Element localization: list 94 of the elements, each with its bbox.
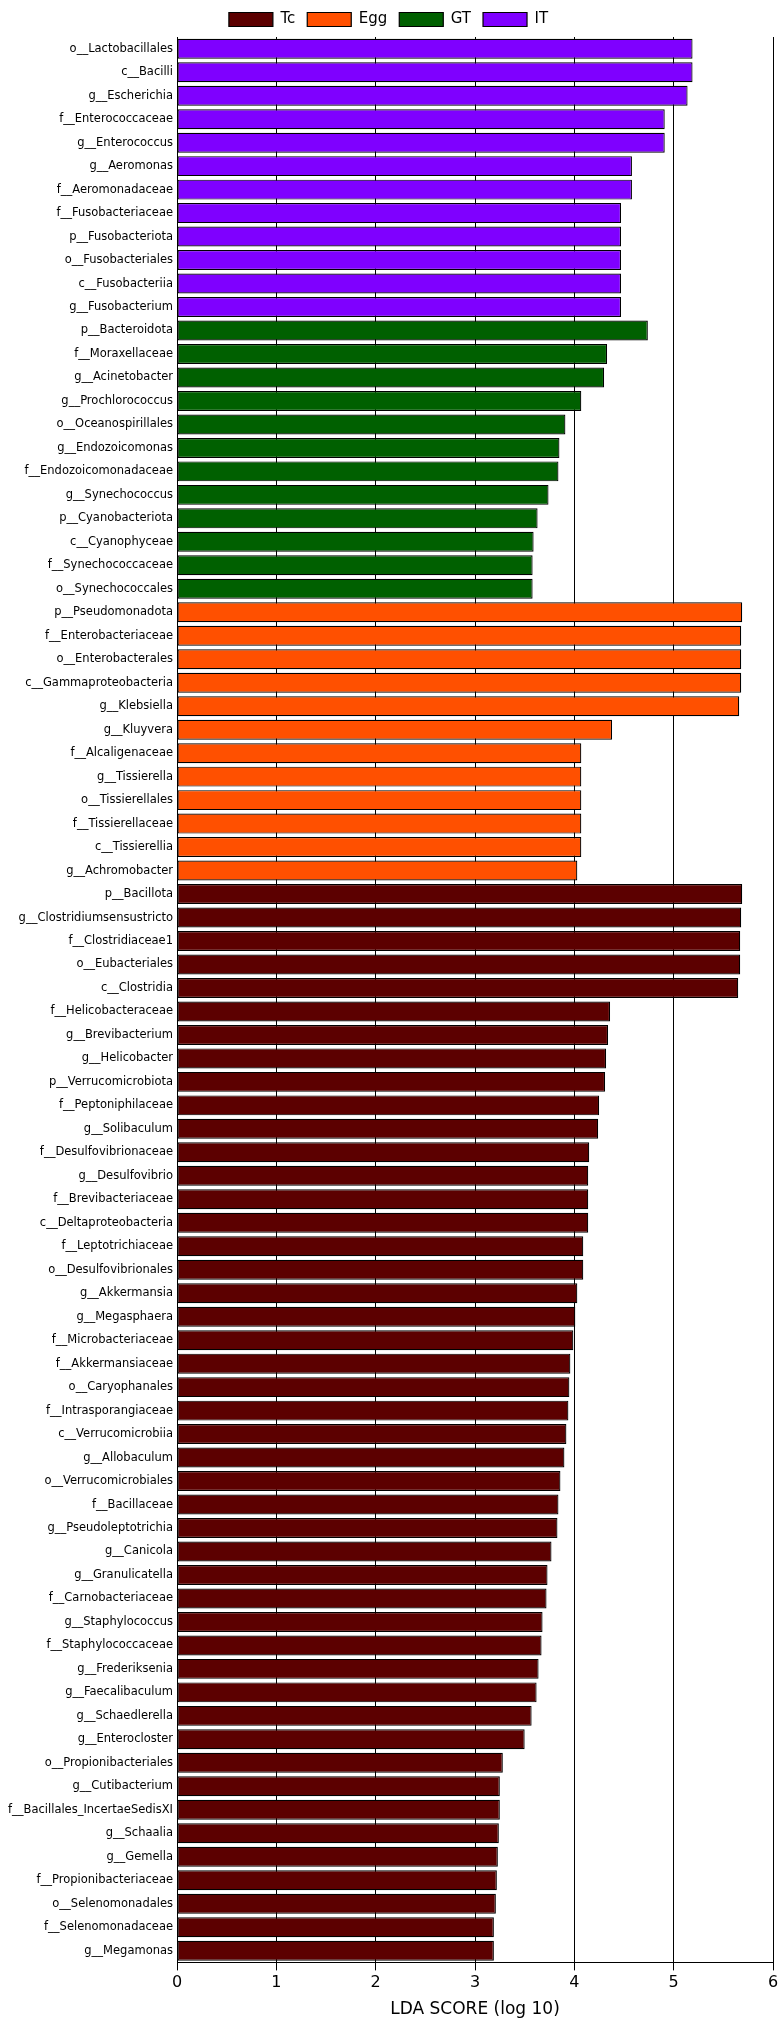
y-tick-label: g__Brevibacterium: [66, 1026, 174, 1041]
y-tick-label: g__Schaedlerella: [76, 1707, 174, 1722]
y-tick-label: g__Allobaculum: [83, 1449, 174, 1464]
y-tick-label: g__Helicobacter: [81, 1050, 174, 1065]
y-tick-label: o__Enterobacterales: [56, 651, 174, 666]
y-tick-label: f__Tissierellaceae: [72, 815, 174, 830]
y-tick-label: f__Microbacteriaceae: [51, 1332, 174, 1347]
y-tick-label: f__Akkermansiaceae: [55, 1355, 174, 1370]
y-tick-label: f__Enterococcaceae: [59, 111, 174, 126]
y-tick-label: f__Propionibacteriaceae: [36, 1872, 174, 1887]
y-tick-label: p__Bacillota: [104, 886, 174, 901]
y-tick-label: g__Staphylococcus: [64, 1613, 174, 1628]
y-tick-label: g__Acinetobacter: [74, 369, 174, 384]
y-tick-label: f__Aeromonadaceae: [56, 181, 174, 196]
y-tick-label: g__Aeromonas: [89, 158, 174, 173]
y-tick-label: p__Cyanobacteriota: [59, 510, 174, 525]
x-tick-label: 5: [668, 1972, 679, 1992]
y-tick-label: g__Enterocloster: [77, 1731, 174, 1746]
y-tick-label: g__Prochlorococcus: [61, 392, 174, 407]
x-tick-label: 1: [271, 1972, 282, 1992]
legend-label: Egg: [358, 9, 388, 28]
y-tick-label: f__Bacillaceae: [92, 1496, 174, 1511]
y-tick-label: g__Klebsiella: [99, 698, 174, 713]
y-tick-label: o__Caryophanales: [68, 1379, 174, 1394]
y-tick-label: o__Eubacteriales: [76, 956, 174, 971]
y-tick-label: g__Endozoicomonas: [57, 439, 174, 454]
y-tick-label: f__Clostridiaceae1: [68, 932, 174, 947]
legend-label: GT: [450, 9, 472, 28]
y-tick-label: f__Intrasporangiaceae: [46, 1402, 174, 1417]
y-tick-label: g__Fusobacterium: [69, 299, 174, 314]
y-tick-label: f__Selenomonadaceae: [44, 1919, 174, 1934]
y-tick-label: f__Leptotrichiaceae: [61, 1238, 174, 1253]
x-tick-label: 2: [370, 1972, 381, 1992]
y-tick-label: o__Desulfovibrionales: [48, 1261, 174, 1276]
y-tick-label: c__Deltaproteobacteria: [39, 1214, 174, 1229]
y-tick-label: g__Frederiksenia: [77, 1660, 174, 1675]
y-tick-label: c__Cyanophyceae: [70, 533, 174, 548]
y-tick-label: p__Fusobacteriota: [69, 228, 174, 243]
y-tick-label: o__Tissierellales: [81, 792, 174, 807]
y-tick-label: g__Kluyvera: [103, 721, 174, 736]
y-tick-label: f__Helicobacteraceae: [50, 1003, 174, 1018]
y-tick-label: g__Megamonas: [84, 1942, 174, 1957]
y-tick-label: o__Synechococcales: [56, 580, 174, 595]
y-tick-label: c__Verrucomicrobiia: [58, 1426, 174, 1441]
y-tick-label: g__Enterococcus: [77, 134, 174, 149]
y-tick-label: f__Staphylococcaceae: [46, 1637, 174, 1652]
y-tick-label: g__Achromobacter: [66, 862, 174, 877]
y-tick-label: f__Synechococcaceae: [47, 557, 174, 572]
y-tick-label: c__Fusobacteriia: [78, 275, 174, 290]
y-tick-label: g__Desulfovibrio: [78, 1167, 174, 1182]
y-tick-label: g__Akkermansia: [80, 1285, 174, 1300]
y-tick-label: f__Enterobacteriaceae: [45, 627, 174, 642]
y-tick-label: f__Brevibacteriaceae: [53, 1191, 174, 1206]
y-tick-label: c__Gammaproteobacteria: [25, 674, 174, 689]
y-tick-label: f__Fusobacteriaceae: [56, 205, 174, 220]
y-tick-label: g__Schaalia: [105, 1825, 174, 1840]
x-tick-label: 3: [469, 1972, 481, 1992]
x-tick-label: 6: [767, 1972, 779, 1992]
y-tick-label: g__Clostridiumsensustricto: [18, 909, 174, 924]
y-tick-label: p__Pseudomonadota: [54, 604, 174, 619]
legend-label: IT: [534, 9, 549, 28]
y-tick-label: g__Cutibacterium: [72, 1778, 174, 1793]
y-tick-label: o__Lactobacillales: [69, 40, 174, 55]
y-tick-label: f__Carnobacteriaceae: [48, 1590, 174, 1605]
y-tick-label: g__Megasphaera: [76, 1308, 174, 1323]
y-tick-label: o__Fusobacteriales: [64, 252, 174, 267]
x-tick-label: 0: [171, 1972, 183, 1992]
y-tick-label: f__Desulfovibrionaceae: [39, 1144, 174, 1159]
y-tick-label: g__Gemella: [106, 1848, 174, 1863]
y-tick-label: o__Oceanospirillales: [56, 416, 174, 431]
y-tick-label: p__Verrucomicrobiota: [48, 1073, 174, 1088]
y-tick-label: f__Alcaligenaceae: [70, 745, 174, 760]
y-tick-label: p__Bacteroidota: [80, 322, 174, 337]
y-tick-label: f__Peptoniphilaceae: [58, 1097, 174, 1112]
y-tick-label: o__Verrucomicrobiales: [44, 1473, 174, 1488]
y-tick-label: g__Escherichia: [88, 87, 174, 102]
y-tick-label: g__Synechococcus: [65, 486, 174, 501]
y-tick-label: c__Bacilli: [121, 64, 174, 79]
y-tick-label: f__Endozoicomonadaceae: [24, 463, 174, 478]
y-tick-label: c__Clostridia: [100, 979, 174, 994]
y-tick-label: g__Tissierella: [97, 768, 174, 783]
y-tick-label: g__Canicola: [105, 1543, 174, 1558]
x-axis-title: LDA SCORE (log 10): [390, 1998, 560, 2019]
y-tick-label: o__Propionibacteriales: [44, 1754, 174, 1769]
y-tick-label: g__Solibaculum: [83, 1120, 174, 1135]
y-tick-label: g__Granulicatella: [74, 1566, 174, 1581]
y-tick-label: o__Selenomonadales: [52, 1895, 174, 1910]
legend-label: Tc: [279, 9, 296, 28]
y-tick-label: f__Bacillales_IncertaeSedisXI: [7, 1801, 174, 1816]
y-tick-label: f__Moraxellaceae: [74, 345, 174, 360]
y-tick-label: c__Tissierellia: [94, 839, 174, 854]
y-tick-label: g__Faecalibaculum: [65, 1684, 174, 1699]
y-tick-label: g__Pseudoleptotrichia: [47, 1520, 174, 1534]
x-tick-label: 4: [569, 1972, 580, 1992]
